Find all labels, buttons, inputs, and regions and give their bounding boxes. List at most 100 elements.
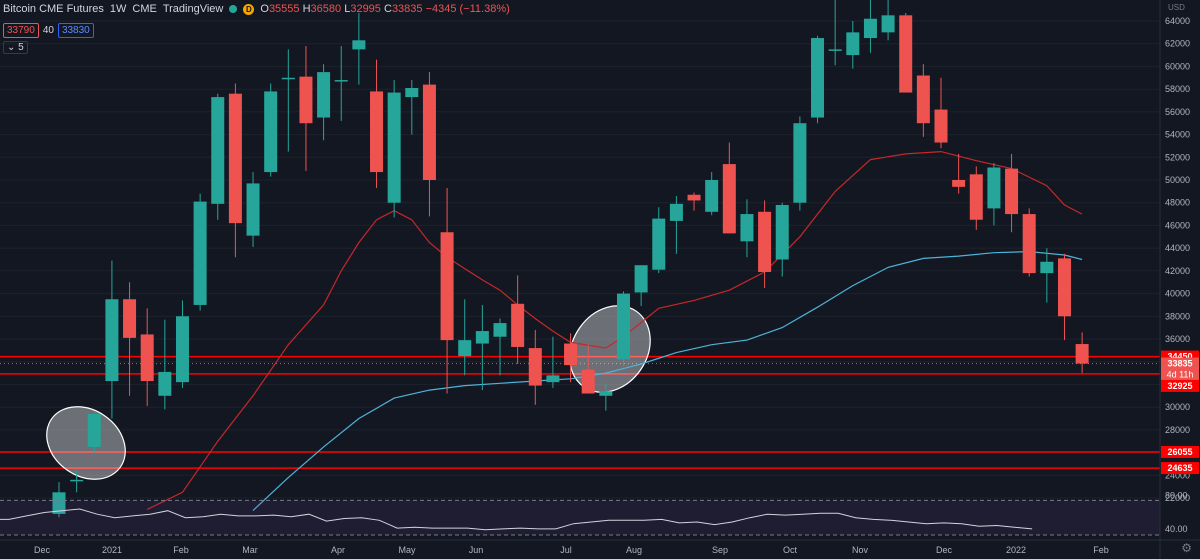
candle[interactable] bbox=[828, 0, 842, 66]
moving-averages bbox=[146, 150, 1083, 511]
candle-body bbox=[652, 218, 666, 270]
candle[interactable] bbox=[705, 172, 719, 216]
candle[interactable] bbox=[687, 192, 701, 211]
exchange-label: CME bbox=[132, 3, 157, 15]
candle[interactable] bbox=[546, 336, 560, 388]
high-value: 36580 bbox=[310, 3, 342, 15]
candle[interactable] bbox=[70, 470, 84, 493]
candle-body bbox=[493, 323, 507, 337]
candle-body bbox=[193, 201, 207, 305]
candle[interactable] bbox=[264, 83, 278, 177]
candle-body bbox=[899, 15, 913, 93]
candle[interactable] bbox=[934, 77, 948, 149]
candle[interactable] bbox=[193, 193, 207, 311]
sell-button[interactable]: 33790 bbox=[3, 23, 39, 38]
candle[interactable] bbox=[123, 282, 137, 396]
candle[interactable] bbox=[528, 329, 542, 405]
level-2-label-box bbox=[1161, 379, 1199, 392]
candle[interactable] bbox=[1040, 248, 1054, 303]
buy-button[interactable]: 33830 bbox=[57, 23, 94, 38]
candle-body bbox=[740, 214, 754, 242]
candle[interactable] bbox=[246, 172, 260, 248]
gear-icon[interactable]: ⚙ bbox=[1181, 541, 1192, 555]
candle[interactable] bbox=[211, 93, 225, 220]
candle[interactable] bbox=[352, 13, 366, 85]
price-tick-label: 52000 bbox=[1165, 152, 1190, 162]
candle[interactable] bbox=[1057, 253, 1071, 341]
price-axis[interactable]: USD 64000 62000 60000 58000 56000 54000 52000 50… bbox=[1159, 0, 1200, 559]
candle-body bbox=[564, 343, 578, 366]
candle[interactable] bbox=[863, 0, 877, 53]
high-label: H bbox=[302, 3, 311, 15]
time-tick-label: 2021 bbox=[102, 545, 122, 555]
candle[interactable] bbox=[952, 153, 966, 194]
candle[interactable] bbox=[564, 333, 578, 383]
candle[interactable] bbox=[281, 49, 295, 152]
candle[interactable] bbox=[158, 319, 172, 410]
candle[interactable] bbox=[511, 275, 525, 364]
candlestick-series[interactable] bbox=[52, 0, 1089, 518]
candle[interactable] bbox=[987, 162, 1001, 226]
candle-body bbox=[246, 183, 260, 236]
candle[interactable] bbox=[881, 0, 895, 41]
price-tick-label: 28000 bbox=[1165, 425, 1190, 435]
price-tick-label: 48000 bbox=[1165, 198, 1190, 208]
candle[interactable] bbox=[175, 300, 189, 388]
interval-label[interactable]: 1W bbox=[109, 3, 127, 15]
candle[interactable] bbox=[458, 299, 472, 376]
ellipse-drawing[interactable] bbox=[33, 392, 140, 494]
candle-body bbox=[616, 293, 630, 360]
candle[interactable] bbox=[899, 13, 913, 93]
candle[interactable] bbox=[370, 59, 384, 188]
candle[interactable] bbox=[1022, 208, 1036, 277]
candle[interactable] bbox=[334, 45, 348, 121]
candle[interactable] bbox=[317, 64, 331, 141]
indicators-collapse-button[interactable]: ⌄ 5 bbox=[3, 41, 28, 54]
candle[interactable] bbox=[140, 308, 154, 407]
candle[interactable] bbox=[299, 45, 313, 171]
candle[interactable] bbox=[740, 199, 754, 258]
candle[interactable] bbox=[105, 260, 119, 419]
ohlc-readout: O35555 H36580 L32995 C33835 −4345 (−11.3… bbox=[260, 3, 509, 15]
time-axis[interactable]: Dec 2021 Feb Mar Apr May Jun Jul Aug Sep Oct Nov Dec… bbox=[0, 539, 1200, 555]
candle-body bbox=[440, 232, 454, 341]
candle[interactable] bbox=[775, 202, 789, 277]
candle[interactable] bbox=[758, 200, 772, 288]
indicators-toggle[interactable]: ⌄ 5 bbox=[3, 41, 28, 54]
candle[interactable] bbox=[422, 72, 436, 217]
candle[interactable] bbox=[387, 80, 401, 218]
candle[interactable] bbox=[846, 21, 860, 69]
candle[interactable] bbox=[669, 195, 683, 254]
price-tick-label: 30000 bbox=[1165, 402, 1190, 412]
price-tick-label: 22000 bbox=[1165, 493, 1190, 503]
candle-body bbox=[846, 32, 860, 56]
candle[interactable] bbox=[475, 304, 489, 391]
candle[interactable] bbox=[440, 187, 454, 394]
candle[interactable] bbox=[969, 166, 983, 230]
candle-body bbox=[546, 375, 560, 383]
time-tick-label: Dec bbox=[936, 545, 953, 555]
candle[interactable] bbox=[493, 318, 507, 376]
candle-body bbox=[1057, 258, 1071, 317]
candle[interactable] bbox=[634, 265, 648, 307]
candle-body bbox=[281, 77, 295, 80]
candle[interactable] bbox=[405, 80, 419, 135]
spread-value: 40 bbox=[42, 25, 54, 36]
candle[interactable] bbox=[793, 116, 807, 211]
candle[interactable] bbox=[599, 383, 613, 411]
candle-body bbox=[140, 334, 154, 382]
candle[interactable] bbox=[916, 64, 930, 137]
candle[interactable] bbox=[581, 344, 595, 394]
horizontal-levels[interactable] bbox=[0, 355, 1160, 469]
candle[interactable] bbox=[1075, 332, 1089, 374]
candle[interactable] bbox=[1005, 153, 1019, 233]
candle[interactable] bbox=[811, 35, 825, 124]
candle-body bbox=[105, 299, 119, 382]
candle[interactable] bbox=[228, 83, 242, 258]
candle[interactable] bbox=[722, 142, 736, 234]
candle[interactable] bbox=[87, 412, 101, 453]
symbol-name[interactable]: Bitcoin CME Futures bbox=[3, 3, 104, 15]
candle[interactable] bbox=[616, 291, 630, 367]
candle[interactable] bbox=[652, 207, 666, 274]
